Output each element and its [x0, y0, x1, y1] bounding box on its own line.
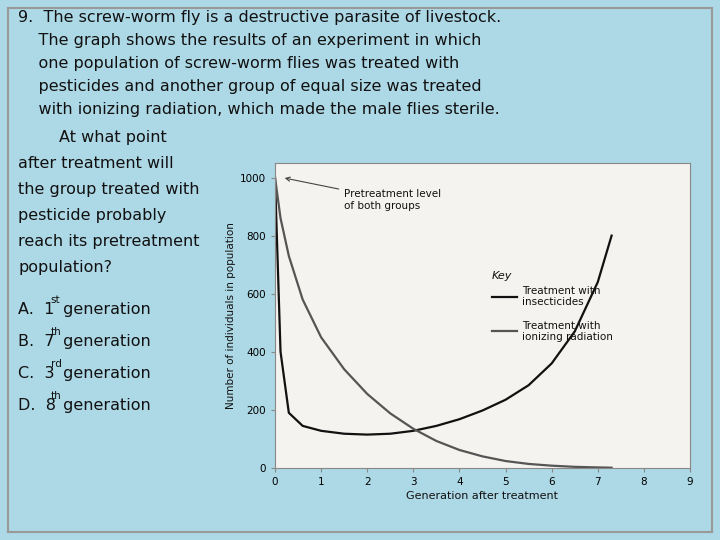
Text: th: th: [50, 391, 61, 401]
Text: th: th: [50, 327, 61, 337]
Text: after treatment will: after treatment will: [18, 156, 174, 171]
Text: At what point: At what point: [18, 130, 167, 145]
Text: The graph shows the results of an experiment in which: The graph shows the results of an experi…: [18, 33, 482, 48]
Text: generation: generation: [58, 334, 151, 349]
Text: 9.  The screw-worm fly is a destructive parasite of livestock.: 9. The screw-worm fly is a destructive p…: [18, 10, 501, 25]
Text: Treatment with
insecticides: Treatment with insecticides: [522, 286, 600, 307]
Text: C.  3: C. 3: [18, 366, 55, 381]
Text: st: st: [50, 295, 60, 305]
Text: the group treated with: the group treated with: [18, 182, 199, 197]
Text: B.  7: B. 7: [18, 334, 55, 349]
Text: Key: Key: [492, 271, 512, 281]
Text: reach its pretreatment: reach its pretreatment: [18, 234, 199, 249]
Y-axis label: Number of individuals in population: Number of individuals in population: [225, 222, 235, 409]
Text: Pretreatment level
of both groups: Pretreatment level of both groups: [286, 177, 441, 211]
Text: generation: generation: [58, 302, 151, 317]
Text: Treatment with
ionizing radiation: Treatment with ionizing radiation: [522, 321, 613, 342]
X-axis label: Generation after treatment: Generation after treatment: [407, 491, 559, 501]
Text: generation: generation: [58, 366, 151, 381]
Text: population?: population?: [18, 260, 112, 275]
Text: with ionizing radiation, which made the male flies sterile.: with ionizing radiation, which made the …: [18, 102, 500, 117]
Text: one population of screw-worm flies was treated with: one population of screw-worm flies was t…: [18, 56, 459, 71]
Text: pesticides and another group of equal size was treated: pesticides and another group of equal si…: [18, 79, 482, 94]
Text: rd: rd: [50, 359, 61, 369]
Text: D.  8: D. 8: [18, 398, 56, 413]
Text: pesticide probably: pesticide probably: [18, 208, 166, 223]
Text: generation: generation: [58, 398, 151, 413]
Text: A.  1: A. 1: [18, 302, 55, 317]
